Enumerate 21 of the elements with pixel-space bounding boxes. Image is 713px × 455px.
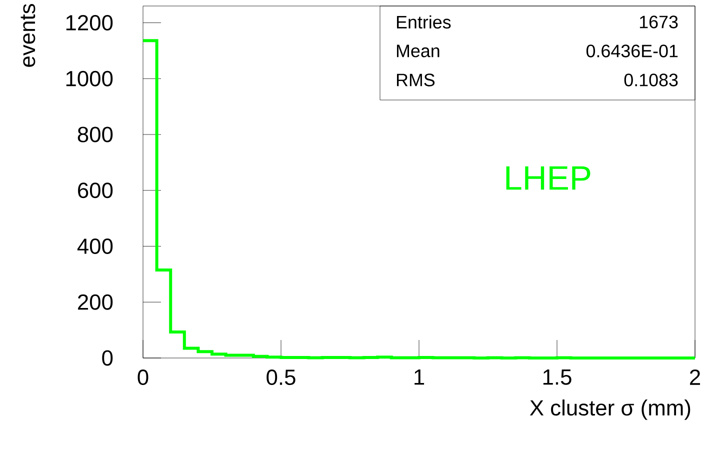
x-tick-label: 0 bbox=[138, 370, 148, 386]
y-tick-label: 0 bbox=[102, 350, 113, 366]
y-tick-label: 1000 bbox=[66, 70, 113, 86]
annotation: LHEP bbox=[506, 166, 590, 190]
annotation: 0.6436E-01 bbox=[586, 44, 678, 58]
x-tick-label: 2 bbox=[690, 370, 700, 385]
x-tick-label: 0.5 bbox=[266, 370, 296, 386]
y-tick-label: 400 bbox=[77, 238, 113, 254]
annotation: Entries bbox=[396, 15, 451, 29]
annotation: RMS bbox=[396, 74, 435, 86]
y-axis-title: events bbox=[20, 4, 36, 67]
x-tick-label: 1 bbox=[414, 370, 424, 385]
y-tick-label: 200 bbox=[78, 294, 113, 310]
x-tick-label: 1.5 bbox=[543, 370, 572, 385]
y-tick-label: 800 bbox=[78, 126, 113, 142]
annotation: Mean bbox=[396, 44, 440, 58]
annotation: 1673 bbox=[640, 16, 678, 28]
y-tick-label: 1200 bbox=[66, 14, 113, 31]
x-axis-title: X cluster σ (mm) bbox=[530, 400, 690, 420]
y-tick-label: 600 bbox=[78, 182, 113, 198]
annotation: 0.1083 bbox=[624, 74, 678, 86]
